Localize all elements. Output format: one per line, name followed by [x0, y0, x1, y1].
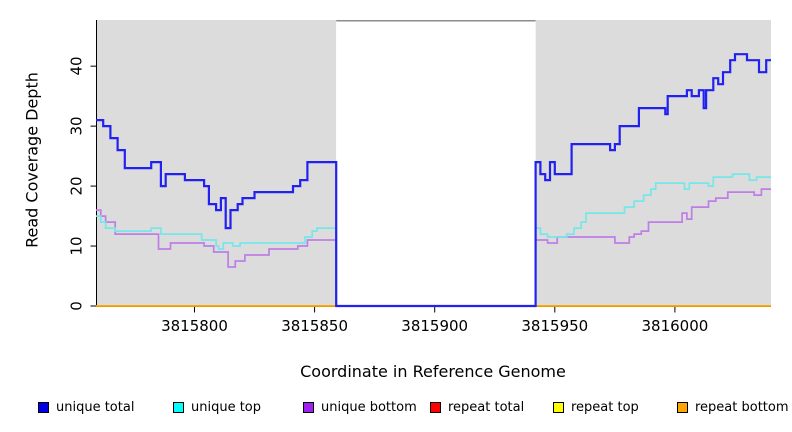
legend-swatch-icon: [430, 401, 441, 413]
gap-region: [336, 20, 536, 306]
legend-swatch-icon: [303, 401, 314, 413]
legend-swatch-icon: [173, 401, 184, 413]
legend-label: unique total: [56, 399, 135, 415]
legend-swatch-icon: [553, 401, 564, 413]
legend-item-repeat-bottom: repeat bottom: [677, 396, 789, 418]
shaded-region: [96, 20, 337, 306]
series-line-unique-top: [96, 173, 771, 307]
legend-label: unique top: [191, 399, 262, 415]
legend: unique total unique top unique bottom repea…: [0, 396, 792, 420]
legend-swatch-icon: [677, 401, 688, 413]
shaded-region: [535, 20, 771, 306]
legend-label: repeat bottom: [695, 399, 789, 415]
legend-item-unique-bottom: unique bottom: [303, 396, 417, 418]
legend-item-unique-total: unique total: [38, 396, 134, 418]
series-line-unique-bottom: [96, 188, 771, 307]
legend-item-repeat-total: repeat total: [430, 396, 524, 418]
y-axis-title: Read Coverage Depth: [22, 72, 42, 248]
legend-item-unique-top: unique top: [173, 396, 261, 418]
x-axis-title: Coordinate in Reference Genome: [300, 362, 566, 381]
legend-swatch-icon: [38, 401, 49, 413]
series-line-unique-total: [96, 53, 771, 308]
legend-label: unique bottom: [321, 399, 417, 415]
legend-label: repeat top: [571, 399, 639, 415]
legend-label: repeat total: [448, 399, 525, 415]
legend-item-repeat-top: repeat top: [553, 396, 639, 418]
